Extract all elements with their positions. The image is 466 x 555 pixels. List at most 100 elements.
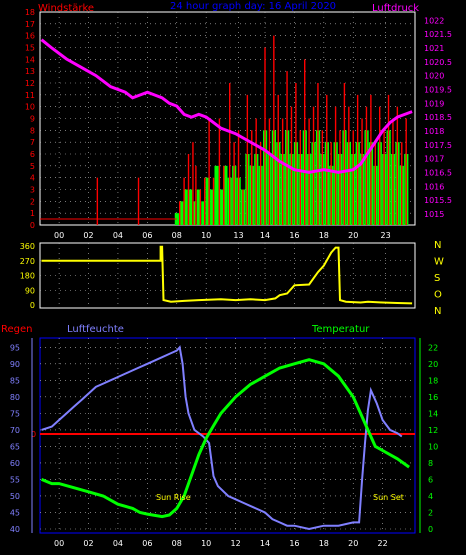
temperature-right-axis: 0 2 4 6 8 10 12 14 16 18 20 22 [428, 343, 438, 534]
humidity-tick-label: 45 [10, 508, 20, 517]
pressure-tick-label: 1016 [424, 182, 444, 191]
pressure-tick-label: 1017.5 [424, 141, 452, 150]
wind-tick-label: 2 [30, 197, 35, 206]
direction-tick-label: 180 [20, 272, 35, 281]
humidity-tick-label: 85 [10, 376, 20, 385]
temperature-tick-label: 20 [428, 360, 438, 369]
temperature-tick-label: 6 [428, 475, 433, 484]
humidity-tick-label: 90 [10, 360, 20, 369]
pressure-axis-title: Luftdruck [372, 3, 419, 14]
pressure-tick-label: 1017 [424, 155, 444, 164]
wind-average-bar [201, 201, 206, 225]
wind-tick-label: 17 [25, 20, 35, 29]
humidity-left-axis: 40 45 50 55 60 65 70 75 80 85 90 95 [10, 343, 20, 534]
temperature-tick-label: 22 [428, 343, 438, 352]
wind-tick-label: 8 [30, 126, 35, 135]
wind-x-tick-label: 23 [380, 231, 390, 240]
compass-label: W [434, 257, 444, 268]
humidity-tick-label: 80 [10, 393, 20, 402]
humidity-line [41, 345, 403, 531]
temperature-tick-label: 12 [428, 426, 438, 435]
wind-tick-label: 6 [30, 150, 35, 159]
wind-tick-label: 5 [30, 162, 35, 171]
pressure-tick-label: 1019 [424, 99, 444, 108]
humidity-tick-label: 55 [10, 475, 20, 484]
wind-x-tick-label: 08 [172, 231, 182, 240]
wind-x-tick-label: 00 [54, 231, 64, 240]
ht-x-tick-label: 16 [289, 539, 299, 548]
wind-average-bar [183, 189, 188, 225]
humidity-tick-label: 95 [10, 343, 20, 352]
temperature-tick-label: 4 [428, 492, 433, 501]
humidity-tick-label: 75 [10, 409, 20, 418]
wind-average-bar [205, 177, 210, 225]
direction-tick-label: 0 [30, 301, 35, 310]
pressure-tick-label: 1021 [424, 44, 444, 53]
ht-x-tick-label: 18 [319, 539, 329, 548]
wind-x-tick-label: 13 [233, 231, 243, 240]
pressure-tick-label: 1020 [424, 72, 444, 81]
ht-x-tick-label: 06 [142, 539, 152, 548]
direction-tick-label: 270 [20, 257, 35, 266]
chart-title: 24 hour graph day: 16 April 2020 [170, 1, 336, 12]
direction-panel-frame [39, 242, 416, 309]
wind-tick-label: 12 [25, 79, 35, 88]
ht-x-tick-label: 20 [348, 539, 358, 548]
wind-x-tick-label: 20 [348, 231, 358, 240]
humidity-tick-label: 40 [10, 525, 20, 534]
ht-x-tick-label: 08 [172, 539, 182, 548]
ht-x-tick-label: 10 [201, 539, 211, 548]
wind-tick-label: 14 [25, 55, 35, 64]
wind-tick-label: 16 [25, 32, 35, 41]
ht-x-tick-label: 12 [230, 539, 240, 548]
wind-tick-label: 9 [30, 115, 35, 124]
wind-average-bar [179, 201, 184, 225]
temperature-line [40, 358, 410, 519]
pressure-tick-label: 1020.5 [424, 58, 452, 67]
ht-x-tick-label: 02 [83, 539, 93, 548]
ht-x-tick-label: 00 [54, 539, 64, 548]
humidity-label: Luftfeuchte [67, 324, 124, 335]
pressure-tick-label: 1021.5 [424, 30, 452, 39]
direction-tick-label: 90 [25, 286, 35, 295]
humidity-tick-label: 60 [10, 459, 20, 468]
wind-x-axis: 00 02 04 06 08 10 13 14 16 18 20 23 [54, 231, 391, 240]
wind-tick-label: 0 [30, 221, 35, 230]
humidity-tick-label: 70 [10, 426, 20, 435]
wind-average-bar [174, 213, 179, 225]
ht-x-tick-label: 04 [113, 539, 123, 548]
pressure-tick-label: 1019.5 [424, 85, 452, 94]
wind-x-tick-label: 10 [201, 231, 211, 240]
temperature-tick-label: 18 [428, 376, 438, 385]
sunset-label: Sun Set [373, 493, 404, 502]
temperature-tick-label: 16 [428, 393, 438, 402]
wind-tick-label: 10 [25, 103, 35, 112]
wind-tick-label: 1 [30, 209, 35, 218]
compass-label: N [434, 240, 441, 251]
pressure-tick-label: 1022 [424, 16, 444, 25]
sunrise-label: Sun Rise [156, 493, 191, 502]
pressure-line [40, 38, 413, 174]
wind-x-tick-label: 02 [83, 231, 93, 240]
ht-x-tick-label: 14 [260, 539, 270, 548]
wind-average-bar [214, 165, 219, 225]
temperature-tick-label: 2 [428, 508, 433, 517]
compass-label: S [434, 273, 440, 284]
wind-x-tick-label: 16 [289, 231, 299, 240]
wind-x-tick-label: 04 [113, 231, 123, 240]
wind-average-bar [218, 189, 224, 225]
ht-x-tick-label: 22 [378, 539, 388, 548]
temperature-tick-label: 8 [428, 459, 433, 468]
direction-grid [40, 243, 415, 308]
wind-average-bar [210, 189, 215, 225]
humidity-temperature-frame [39, 337, 416, 534]
temperature-tick-label: 0 [428, 525, 433, 534]
pressure-tick-label: 1015 [424, 210, 444, 219]
compass-label: N [434, 306, 441, 317]
wind-average-bar [192, 201, 197, 225]
wind-tick-label: 13 [25, 67, 35, 76]
